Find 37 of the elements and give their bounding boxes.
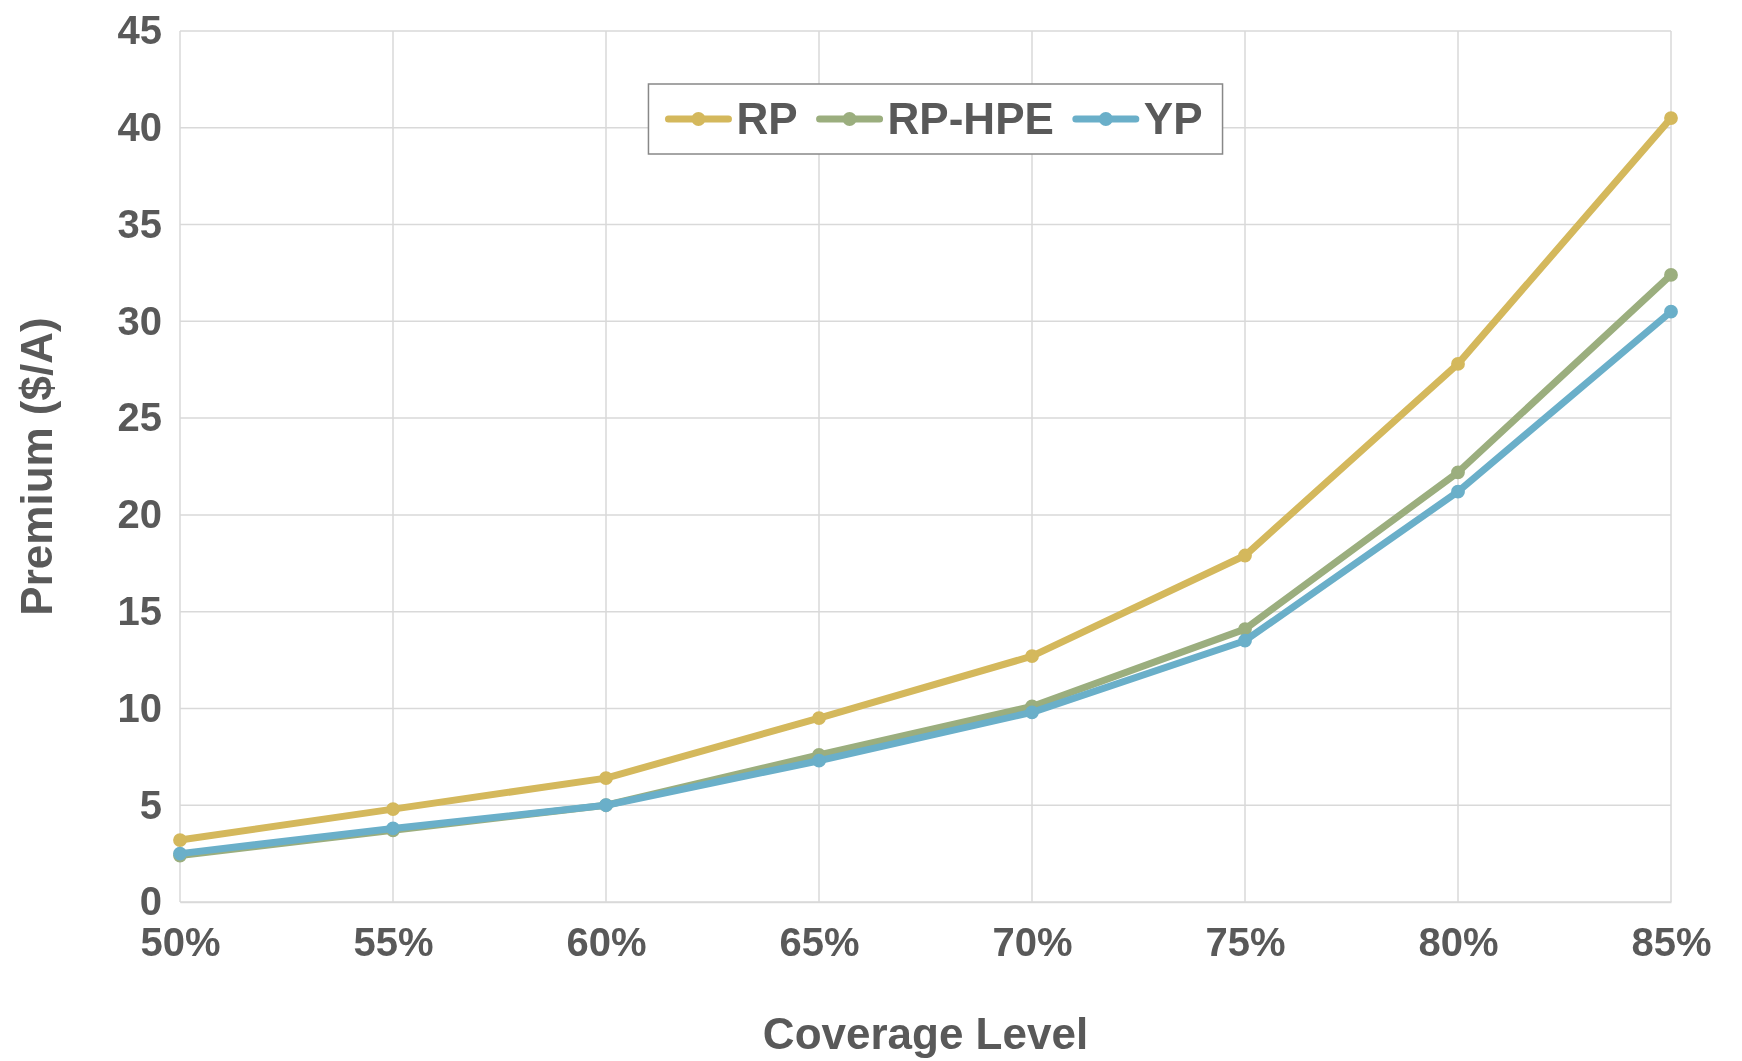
y-tick-label: 35 <box>117 201 162 246</box>
x-axis-title: Coverage Level <box>762 1009 1089 1058</box>
point <box>812 753 826 768</box>
x-tick-label: 60% <box>566 920 647 965</box>
point <box>1238 633 1252 648</box>
point <box>1025 705 1039 720</box>
point <box>173 833 187 847</box>
legend-label: YP <box>1143 94 1203 144</box>
y-tick-label: 5 <box>139 782 162 827</box>
y-tick-label: 25 <box>117 395 162 440</box>
point <box>1238 548 1252 563</box>
y-tick-label: 45 <box>117 8 162 53</box>
x-tick-label: 85% <box>1631 920 1712 965</box>
point <box>1451 465 1465 480</box>
point <box>812 711 826 726</box>
point <box>1451 357 1465 371</box>
point <box>1664 111 1678 125</box>
point <box>1025 649 1039 664</box>
y-tick-label: 40 <box>117 105 162 150</box>
y-axis-title: Premium ($/A) <box>12 317 61 616</box>
x-tick-label: 65% <box>779 920 860 965</box>
point <box>1451 484 1465 499</box>
y-tick-label: 30 <box>117 298 162 343</box>
point <box>1664 267 1678 282</box>
x-tick-label: 55% <box>353 920 434 965</box>
x-tick-label: 75% <box>1205 920 1286 965</box>
y-tick-label: 10 <box>117 685 162 730</box>
y-tick-label: 20 <box>117 492 162 537</box>
point <box>599 771 613 786</box>
point <box>386 802 400 816</box>
x-tick-label: 70% <box>992 920 1073 965</box>
x-tick-label: 80% <box>1418 920 1499 965</box>
y-tick-label: 15 <box>117 588 162 633</box>
legend-label: RP-HPE <box>887 94 1054 144</box>
point <box>1238 622 1252 636</box>
legend-label: RP <box>736 94 798 144</box>
point <box>1664 304 1678 319</box>
